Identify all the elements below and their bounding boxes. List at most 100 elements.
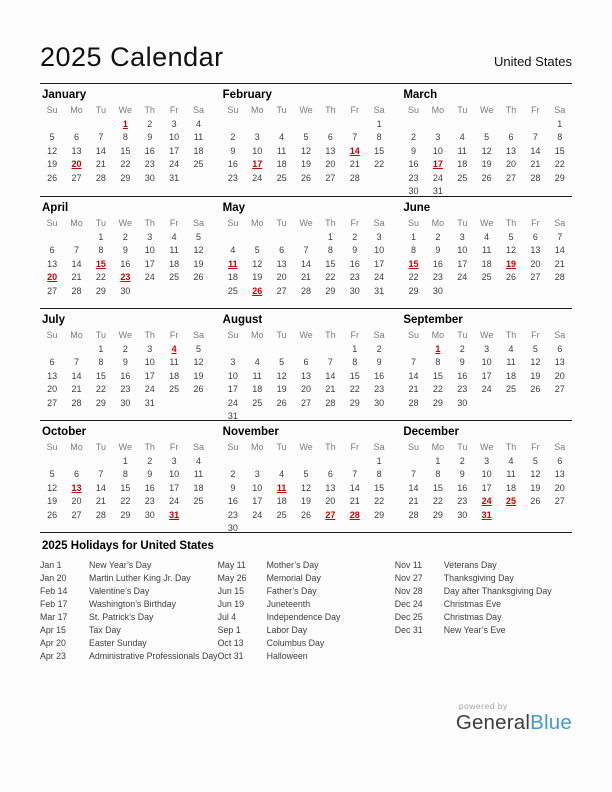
day-cell: 6 [327,469,333,479]
day-cell: 13 [47,370,58,381]
month-days-grid: Su Mo Tu We Th Fr Sa 1 2 3 4 5 6 7 8 9 10 11 12 13 14 15 16 17 1… [221,329,392,424]
holidays-section: 2025 Holidays for United States Jan 1 New… [40,540,572,663]
day-cell: 22 [325,272,336,282]
weekday-label: Tu [276,330,287,340]
weekday-label: Fr [531,330,540,340]
weekday-label: Su [408,218,420,228]
holiday-day-cell: 25 [506,496,517,506]
day-cell: 20 [325,159,336,169]
weekday-label: Fr [169,442,179,452]
day-cell: 22 [120,159,131,169]
holiday-list-item: Mar 17 St. Patrick’s Day [40,611,218,624]
day-cell: 11 [169,245,179,255]
month-days-grid: Su Mo Tu We Th Fr Sa 1 2 3 4 5 6 7 8 9 10 11 12 13 14 15 16 17 1… [401,104,572,199]
empty-day-cell [474,118,498,132]
day-cell: 19 [193,370,204,381]
holiday-date: Nov 11 [394,560,423,570]
day-cell: 28 [325,397,336,408]
month-title: January [42,89,87,101]
day-cell: 6 [557,343,563,354]
day-cell: 27 [276,285,287,296]
day-cell: 7 [557,231,563,242]
day-cell: 3 [376,231,382,242]
day-cell: 5 [49,132,55,142]
day-cell: 14 [408,482,419,493]
day-cell: 26 [47,172,58,183]
day-cell: 11 [193,469,204,479]
day-cell: 8 [327,245,333,255]
empty-day-cell [40,118,64,132]
day-cell: 3 [484,343,490,354]
day-cell: 13 [325,482,336,493]
day-cell: 18 [276,496,287,506]
day-cell: 26 [506,272,517,282]
month-december: December Su Mo Tu We Th Fr Sa 1 2 3 4 5 6 7 8 9 10 11 12 13 1… [401,423,572,536]
day-cell: 3 [254,469,260,479]
weekday-label: Mo [250,442,264,452]
day-cell: 17 [144,258,155,269]
holiday-date: Jun 19 [217,599,245,609]
day-cell: 8 [376,469,382,479]
day-cell: 24 [481,384,492,394]
day-cell: 13 [325,145,336,156]
day-cell: 25 [169,384,180,394]
day-cell: 19 [481,159,492,169]
empty-day-cell [269,455,293,469]
day-cell: 17 [169,482,180,493]
day-cell: 14 [325,370,336,381]
day-cell: 18 [506,370,517,381]
day-cell: 12 [193,357,204,367]
weekday-label: Sa [192,442,204,452]
weekday-label: Fr [169,218,179,228]
empty-day-cell [221,343,245,357]
holiday-day-cell: 31 [169,509,180,520]
day-cell: 26 [481,172,492,183]
day-cell: 6 [49,357,55,367]
weekday-label: Mo [70,218,83,228]
holiday-name: Father’s Day [266,586,317,596]
holiday-date: Nov 27 [394,573,423,583]
day-cell: 23 [227,172,238,183]
holiday-day-cell: 15 [95,258,106,269]
day-cell: 22 [95,384,106,394]
brand-general-text: General [455,711,531,734]
month-band-q4: October Su Mo Tu We Th Fr Sa 1 2 3 4 5 6 7 8 9 10 11 12 13 14… [40,420,572,533]
day-cell: 27 [325,172,336,183]
day-cell: 6 [74,469,80,479]
holiday-day-cell: 28 [349,509,360,520]
day-cell: 25 [169,272,180,282]
weekday-label: We [479,442,494,452]
holiday-list-item: Jun 15 Father’s Day [218,585,395,598]
day-cell: 17 [144,370,155,381]
day-cell: 12 [481,145,492,156]
day-cell: 19 [47,159,58,169]
day-cell: 10 [374,245,385,255]
day-cell: 29 [554,172,565,183]
day-cell: 14 [71,258,82,269]
day-cell: 21 [554,258,565,269]
day-cell: 21 [95,159,106,169]
day-cell: 20 [554,370,565,381]
empty-day-cell [64,118,88,132]
day-cell: 25 [457,172,468,183]
brand-logo-text: GeneralBlue [456,711,572,735]
day-cell: 4 [195,118,201,129]
day-cell: 29 [95,397,106,408]
day-cell: 4 [279,132,285,142]
day-cell: 10 [169,469,180,479]
day-cell: 21 [71,272,82,282]
day-cell: 14 [530,145,541,156]
day-cell: 28 [554,272,565,282]
weekday-label: Th [144,442,155,452]
weekday-label: We [479,330,494,340]
day-cell: 12 [300,145,311,156]
day-cell: 17 [457,258,468,269]
weekday-label: Th [144,218,155,228]
weekday-label: Fr [169,105,179,115]
months-container: January Su Mo Tu We Th Fr Sa 1 2 3 4 5 6 7 8 9 10 11 12 13 14… [40,84,572,533]
day-cell: 13 [554,469,565,479]
weekday-label: Fr [531,442,540,452]
weekday-label: Mo [431,105,445,115]
holiday-date: Jan 1 [40,560,62,570]
day-cell: 22 [349,384,360,394]
